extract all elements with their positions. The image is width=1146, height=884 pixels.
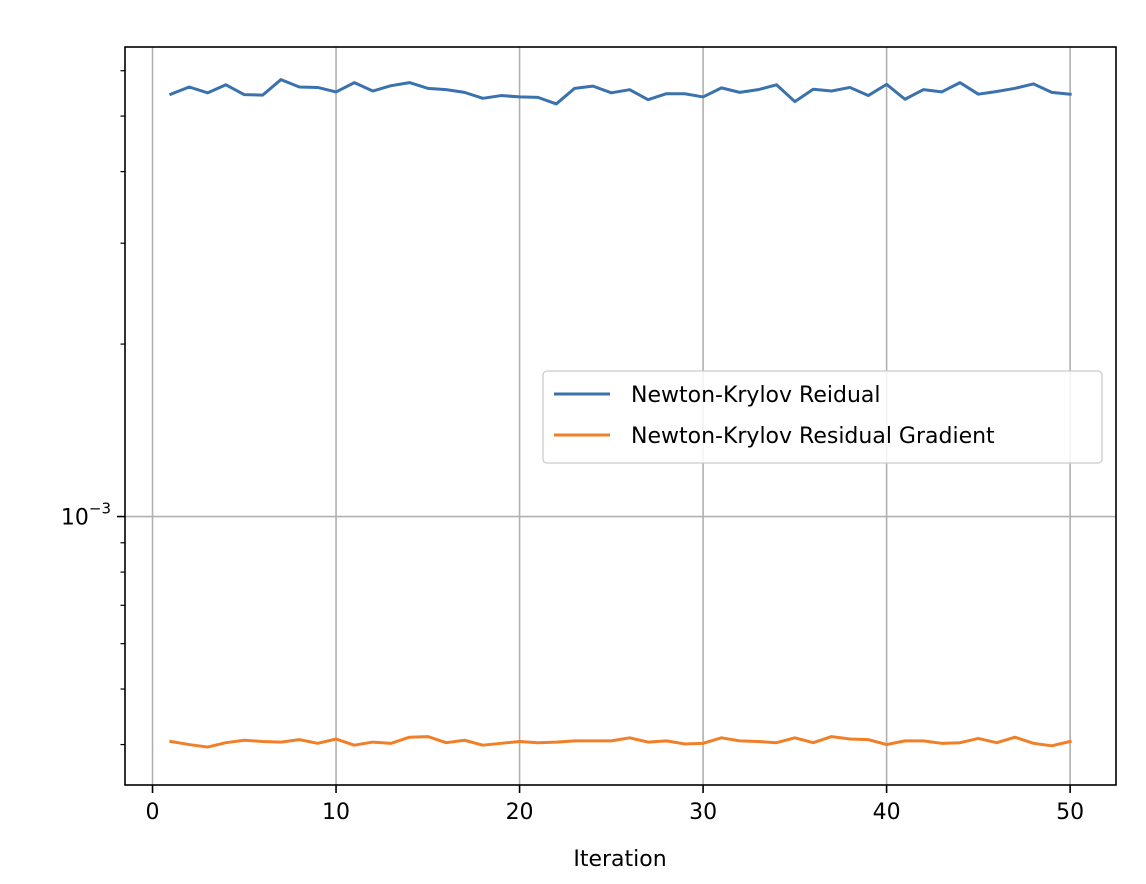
series-layer xyxy=(168,78,1072,749)
series-line-0 xyxy=(168,78,1072,106)
x-tick-label: 0 xyxy=(146,800,160,825)
x-tick-label: 40 xyxy=(873,800,901,825)
x-axis-label: Iteration xyxy=(573,847,666,872)
x-tick-label: 10 xyxy=(322,800,350,825)
y-tick-label: 10−3 xyxy=(61,500,111,531)
ticks: 0 10 20 30 40 50 10−3 xyxy=(61,70,1084,825)
x-tick-label: 50 xyxy=(1056,800,1084,825)
plot-frame xyxy=(124,46,1117,786)
legend-label-residual-gradient: Newton-Krylov Residual Gradient xyxy=(631,424,995,449)
x-tick-label: 30 xyxy=(689,800,717,825)
legend-label-residual: Newton-Krylov Reidual xyxy=(631,383,880,408)
x-tick-label: 20 xyxy=(506,800,534,825)
legend-box xyxy=(542,370,1103,464)
series-line-1 xyxy=(169,735,1072,749)
legend: Newton-Krylov Reidual Newton-Krylov Resi… xyxy=(542,370,1103,464)
